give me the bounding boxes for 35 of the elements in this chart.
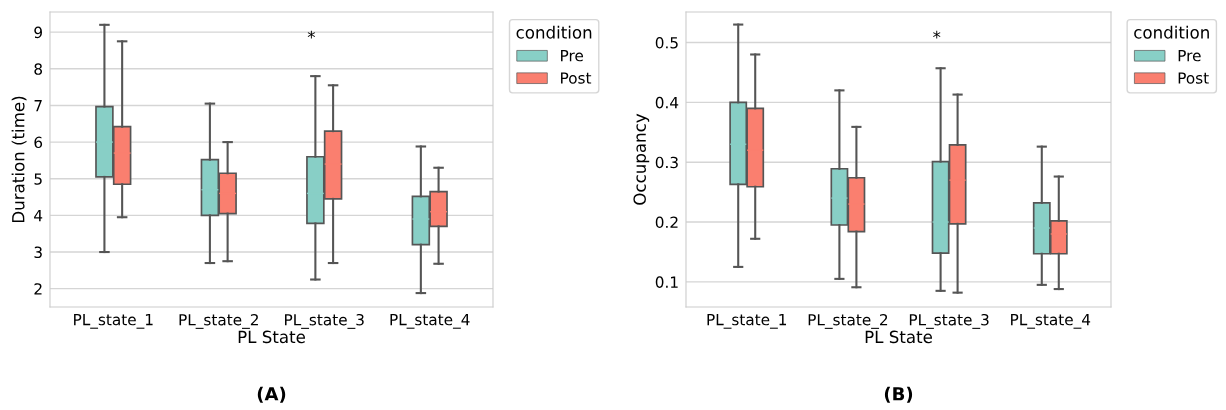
y-tick-label: 5 (34, 173, 42, 185)
x-tick-label: PL_state_1 (707, 313, 787, 329)
x-tick-label: PL_state_2 (179, 313, 258, 329)
y-tick-label: 3 (34, 246, 42, 259)
legend-label: Post (561, 72, 592, 84)
legend-label: Pre (561, 49, 584, 62)
text: (B) (884, 386, 913, 403)
y-axis-title: Duration (time) (11, 96, 27, 223)
x-tick-label: PL_state_2 (808, 313, 888, 329)
y-tick-label: 7 (34, 100, 42, 112)
y-tick-label: 4 (34, 210, 43, 222)
y-tick-label: 0.4 (655, 96, 679, 109)
x-tick-label: PL_state_3 (285, 313, 364, 329)
y-axis-title: Occupancy (633, 113, 650, 205)
annotation: * (307, 30, 316, 39)
x-tick-label: PL_state_1 (74, 313, 153, 329)
annotation: * (933, 30, 941, 39)
x-axis-title: PL State (865, 330, 932, 344)
legend-title: condition (516, 25, 592, 39)
legend-label: Post (1178, 72, 1209, 84)
y-tick-label: 8 (34, 63, 43, 75)
y-tick-label: 2 (34, 283, 42, 295)
legend-title: condition (1134, 25, 1209, 39)
legend-label: Pre (1178, 49, 1201, 62)
x-tick-label: PL_state_4 (1011, 313, 1091, 329)
y-tick-label: 9 (34, 26, 42, 39)
x-tick-label: PL_state_4 (390, 313, 470, 329)
x-axis-title: PL State (238, 330, 305, 344)
text: (A) (257, 386, 286, 403)
y-tick-label: 0.3 (655, 156, 678, 169)
y-tick-label: 0.5 (655, 36, 678, 49)
y-tick-label: 6 (34, 136, 43, 149)
x-tick-label: PL_state_3 (909, 313, 989, 329)
y-tick-label: 0.2 (655, 216, 678, 229)
y-tick-label: 0.1 (655, 276, 678, 288)
